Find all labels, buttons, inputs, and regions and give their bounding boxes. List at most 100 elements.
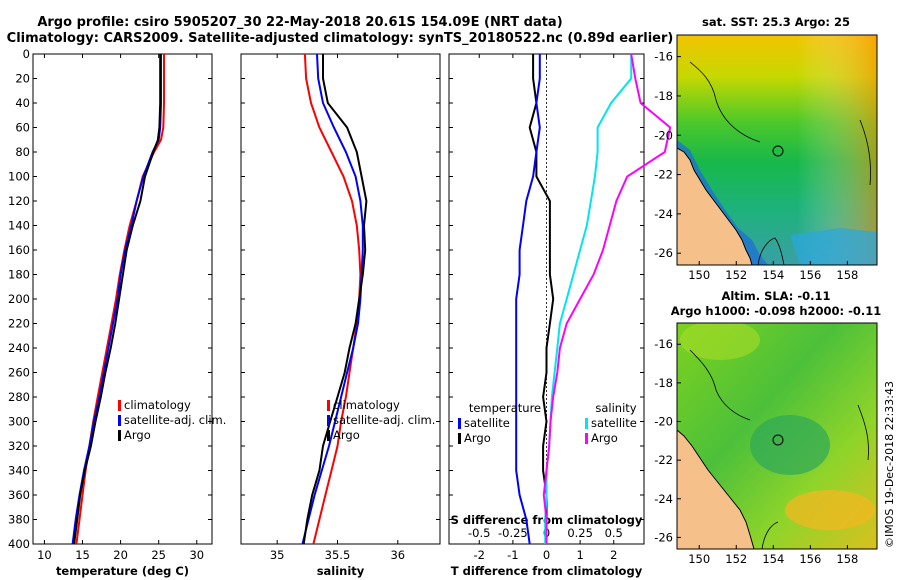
sla-axes-lat-label: -24 [654, 492, 673, 506]
salinity-series-satellite-adj-clim- [301, 53, 364, 545]
depth-tick-label: 100 [8, 170, 30, 184]
sst-map-axes: -16 -18 -20 -22 -24 -26 150 152 154 156 158 [654, 50, 858, 282]
salinity-legend-label: Argo [333, 428, 360, 442]
depth-tick-label: 40 [15, 96, 30, 110]
legend-temperature-title: temperature [469, 401, 541, 415]
difference-series-salinity-argo [542, 53, 672, 544]
sst-map-title: sat. SST: 25.3 Argo: 25 [702, 15, 850, 29]
sst-reef-contour [689, 61, 761, 143]
legend-salinity-swatch [585, 433, 588, 444]
sst-axes-lat-label: -26 [654, 246, 673, 260]
difference-xtick-label: 0 [543, 548, 550, 562]
sla-plateau-contour [857, 404, 869, 461]
difference-xtick-label: 1 [576, 548, 583, 562]
sst-axes-lat-label: -18 [654, 89, 673, 103]
legend-temperature-swatch [458, 433, 461, 444]
legend-salinity-swatch [585, 418, 588, 429]
depth-tick-label: 340 [8, 464, 30, 478]
sla-high-anomaly [785, 490, 875, 530]
sla-axes-lon-label: 158 [836, 552, 858, 566]
sst-axes-lon-label: 154 [762, 268, 784, 282]
sla-map-axes: -16 -18 -20 -22 -24 -26 150 152 154 156 158 [654, 337, 858, 566]
salinity-xtick-label: 35 [270, 548, 285, 562]
sla-axes-lon-label: 152 [725, 552, 747, 566]
sla-reef-contour [689, 349, 751, 421]
salinity-xtick-label: 36 [390, 548, 405, 562]
sla-map-title-2: Argo h1000: -0.098 h2000: -0.11 [671, 304, 882, 318]
temperature-legend-swatch [118, 400, 121, 411]
sla-low-anomaly [750, 415, 830, 475]
salinity-xtick-label: 35.5 [325, 548, 351, 562]
legend-temperature-label: satellite [464, 416, 510, 430]
sst-map-frame [676, 34, 878, 266]
legend-temperature-swatch [458, 418, 461, 429]
legend-salinity-title: salinity [595, 401, 636, 415]
sst-axes-lat-label: -20 [654, 128, 673, 142]
sla-axes-lat-label: -22 [654, 453, 673, 467]
salinity-axes-frame [240, 53, 441, 545]
difference-xtick-label: -1 [507, 548, 518, 562]
sla-axes-lon-label: 150 [688, 552, 710, 566]
temperature-xtick-label: 20 [113, 548, 128, 562]
sst-axes-lat-label: -16 [654, 50, 673, 64]
temperature-xtick-label: 10 [37, 548, 52, 562]
depth-tick-label: 140 [8, 219, 30, 233]
temperature-series-argo [73, 54, 162, 545]
sst-map: sat. SST: 25.3 Argo: 25 -16 -18 -20 -22 -24 -… [654, 15, 878, 282]
salinity-legend-swatch [327, 415, 330, 426]
depth-tick-label: 380 [8, 513, 30, 527]
sst-axes-lat-label: -22 [654, 168, 673, 182]
depth-tick-label: 20 [15, 72, 30, 86]
depth-tick-label: 360 [8, 488, 30, 502]
depth-tick-label: 180 [8, 268, 30, 282]
sla-axes-lat-label: -16 [654, 337, 673, 351]
difference-series-temperature-satellite [515, 54, 541, 545]
sla-north-patch [680, 323, 760, 360]
sla-map: Altim. SLA: -0.11 Argo h1000: -0.098 h20… [654, 289, 881, 566]
salinity-legend-label: climatology [333, 398, 400, 412]
salinity-legend-swatch [327, 400, 330, 411]
difference-xlabel: T difference from climatology [451, 564, 643, 578]
salinity-diff-tick-label: 0.25 [567, 526, 593, 540]
temperature-axes-frame [32, 53, 213, 545]
title-line-2: Climatology: CARS2009. Satellite-adjuste… [7, 31, 674, 46]
sst-plateau-contour [859, 119, 871, 186]
depth-tick-label: 300 [8, 415, 30, 429]
temperature-legend-label: Argo [124, 428, 151, 442]
sst-bathymetry-contour [757, 237, 785, 265]
depth-tick-label: 240 [8, 341, 30, 355]
salinity-xlabel: salinity [317, 564, 365, 578]
temperature-xtick-label: 30 [189, 548, 204, 562]
difference-xtick-label: -2 [474, 548, 485, 562]
difference-panel: -2 -1 0 1 2 T difference from climatology -0.5… [448, 53, 672, 578]
temperature-xtick-label: 15 [75, 548, 90, 562]
temperature-xtick-label: 25 [151, 548, 166, 562]
legend-temperature-label: Argo [464, 431, 491, 445]
salinity-panel: 35 35.5 36 salinity climatologysatellite-adj… [240, 53, 441, 578]
depth-tick-label: 220 [8, 317, 30, 331]
depth-tick-label: 260 [8, 366, 30, 380]
sla-map-frame [676, 322, 878, 550]
title-line-1: Argo profile: csiro 5905207_30 22-May-20… [37, 15, 562, 30]
depth-tick-label: 80 [15, 145, 30, 159]
sst-argo-float-position [772, 145, 784, 157]
depth-tick-label: 60 [15, 121, 30, 135]
depth-tick-label: 280 [8, 390, 30, 404]
sst-axes-lon-label: 158 [836, 268, 858, 282]
sst-axes-lat-label: -24 [654, 207, 673, 221]
temperature-panel: 0 20 40 60 80 100 120 140 160 180 200 220 240 260 280 3… [8, 47, 226, 578]
sst-axes-lon-label: 152 [725, 268, 747, 282]
depth-tick-label: 120 [8, 194, 30, 208]
sla-map-title-1: Altim. SLA: -0.11 [721, 289, 830, 303]
salinity-legend-swatch [327, 430, 330, 441]
sla-axes-lon-label: 156 [799, 552, 821, 566]
depth-tick-label: 0 [23, 47, 30, 61]
sst-axes-lon-label: 150 [688, 268, 710, 282]
sst-land-australia [677, 147, 753, 265]
sla-bathymetry-contour [761, 521, 779, 549]
salinity-diff-tick-label: 0.5 [605, 526, 623, 540]
legend-salinity-label: satellite [591, 416, 637, 430]
salinity-diff-tick-label: -0.25 [498, 526, 528, 540]
sla-axes-lon-label: 154 [762, 552, 784, 566]
